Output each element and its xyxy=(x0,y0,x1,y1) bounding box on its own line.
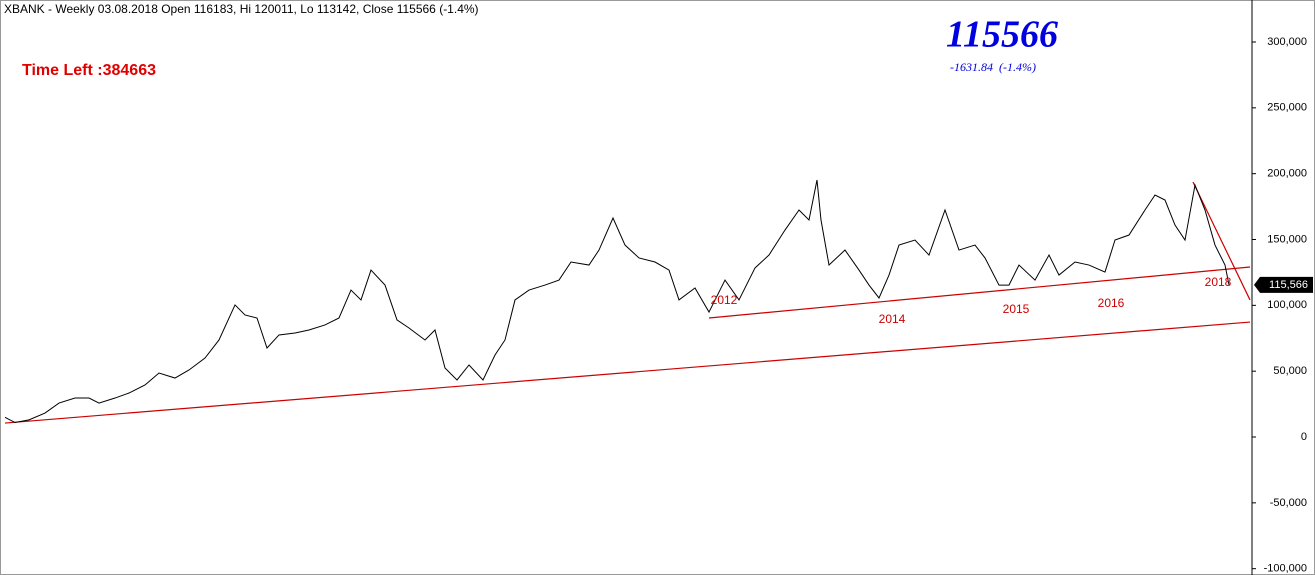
y-tick-label: 0 xyxy=(1301,431,1307,443)
y-tick-label: 300,000 xyxy=(1267,36,1307,48)
y-tick-label: 100,000 xyxy=(1267,299,1307,311)
y-tick-label: 50,000 xyxy=(1273,365,1307,377)
year-annotation: 2014 xyxy=(879,312,906,326)
last-price-marker xyxy=(1254,276,1313,293)
price-line xyxy=(4,179,1230,424)
trendline xyxy=(4,321,1251,424)
change: -1631.84 (-1.4%) xyxy=(950,60,1036,74)
last-price-label: 115,566 xyxy=(1269,279,1308,291)
y-tick-label: 250,000 xyxy=(1267,102,1307,114)
chart-title: XBANK - Weekly 03.08.2018 Open 116183, H… xyxy=(4,2,479,16)
y-tick-label: 150,000 xyxy=(1267,233,1307,245)
year-annotation: 2012 xyxy=(711,293,738,307)
trendline xyxy=(708,266,1251,319)
y-tick-label: 200,000 xyxy=(1267,168,1307,180)
y-tick-label: -50,000 xyxy=(1270,497,1307,509)
year-annotation: 2018 xyxy=(1205,275,1232,289)
year-annotation: 2016 xyxy=(1098,296,1125,310)
y-tick-label: -100,000 xyxy=(1264,563,1307,575)
price: 115566 xyxy=(946,14,1058,56)
trendline xyxy=(1192,181,1251,301)
timer: Time Left :384663 xyxy=(22,62,156,79)
year-annotation: 2015 xyxy=(1003,302,1030,316)
